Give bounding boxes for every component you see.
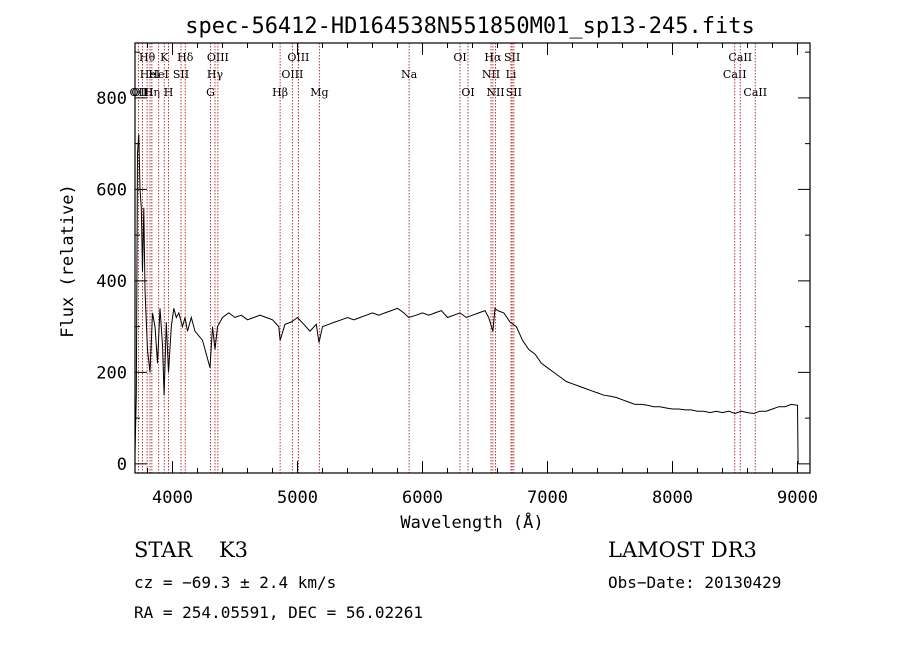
y-tick-label: 0 [117,455,127,475]
line-marker-label: OIII [281,68,303,81]
y-tick-label: 600 [96,180,127,200]
spectrum-line [134,134,799,464]
y-tick-label: 200 [96,363,127,383]
line-marker-label: SII [506,86,522,99]
plot-frame [134,42,811,474]
line-marker-label: CaII [723,68,747,81]
line-marker-label: Hγ [207,68,224,81]
line-marker-label: Hη [144,86,160,99]
line-marker-label: G [206,86,215,99]
spectrum-series [134,134,799,464]
line-marker-label: Li [506,68,517,81]
line-marker-label: Hβ [272,86,288,99]
chart-title: spec-56412-HD164538N551850M01_sp13-245.f… [185,14,755,39]
y-tick-label: 800 [96,89,127,109]
coordinates-readout: RA = 254.05591, DEC = 56.02261 [134,603,423,622]
line-marker-label: NII [482,68,500,81]
line-marker-label: OI [453,51,466,64]
x-axis-ticks: 4000 5000 6000 7000 8000 9000 [147,43,818,508]
line-marker-label: SII [504,51,520,64]
object-class-line: STAR K3 [134,538,248,562]
x-tick-label: 8000 [652,488,693,508]
x-axis-label: Wavelength (Å) [400,511,543,533]
x-tick-label: 5000 [277,488,318,508]
y-tick-label: 400 [96,272,127,292]
emission-line-markers: OIIOIIIHθHeIHηHeIKHSIIHδGHγOIIIHβOIIIOII… [130,43,767,473]
line-marker-label: OIII [287,51,309,64]
obs-date: Obs−Date: 20130429 [608,573,782,592]
y-axis-ticks: 0 200 400 600 800 [96,51,810,475]
line-marker-label: OIII [207,51,229,64]
x-tick-label: 4000 [152,488,193,508]
x-tick-label: 9000 [777,488,818,508]
redshift-readout: cz = −69.3 ± 2.4 km/s [134,573,337,592]
line-marker-label: HeI [140,68,160,81]
x-tick-label: 6000 [402,488,443,508]
line-marker-label: SII [173,68,189,81]
line-marker-label: K [160,51,169,64]
line-marker-label: H [164,86,174,99]
line-marker-label: Mg [310,86,328,99]
line-marker-label: CaII [728,51,752,64]
line-marker-label: Hα [484,51,502,64]
line-marker-label: CaII [743,86,767,99]
line-marker-label: NII [486,86,504,99]
object-class: STAR [134,538,193,562]
line-marker-label: HeI [148,68,168,81]
x-tick-label: 7000 [527,488,568,508]
line-marker-label: Na [401,68,418,81]
survey-name: LAMOST DR3 [608,538,757,562]
y-axis-label: Flux (relative) [58,184,78,338]
line-marker-label: Hδ [177,51,194,64]
line-marker-label: Hθ [139,51,156,64]
spectral-subclass: K3 [218,538,248,562]
line-marker-label: OIII [131,86,153,99]
line-marker-label: OI [461,86,474,99]
